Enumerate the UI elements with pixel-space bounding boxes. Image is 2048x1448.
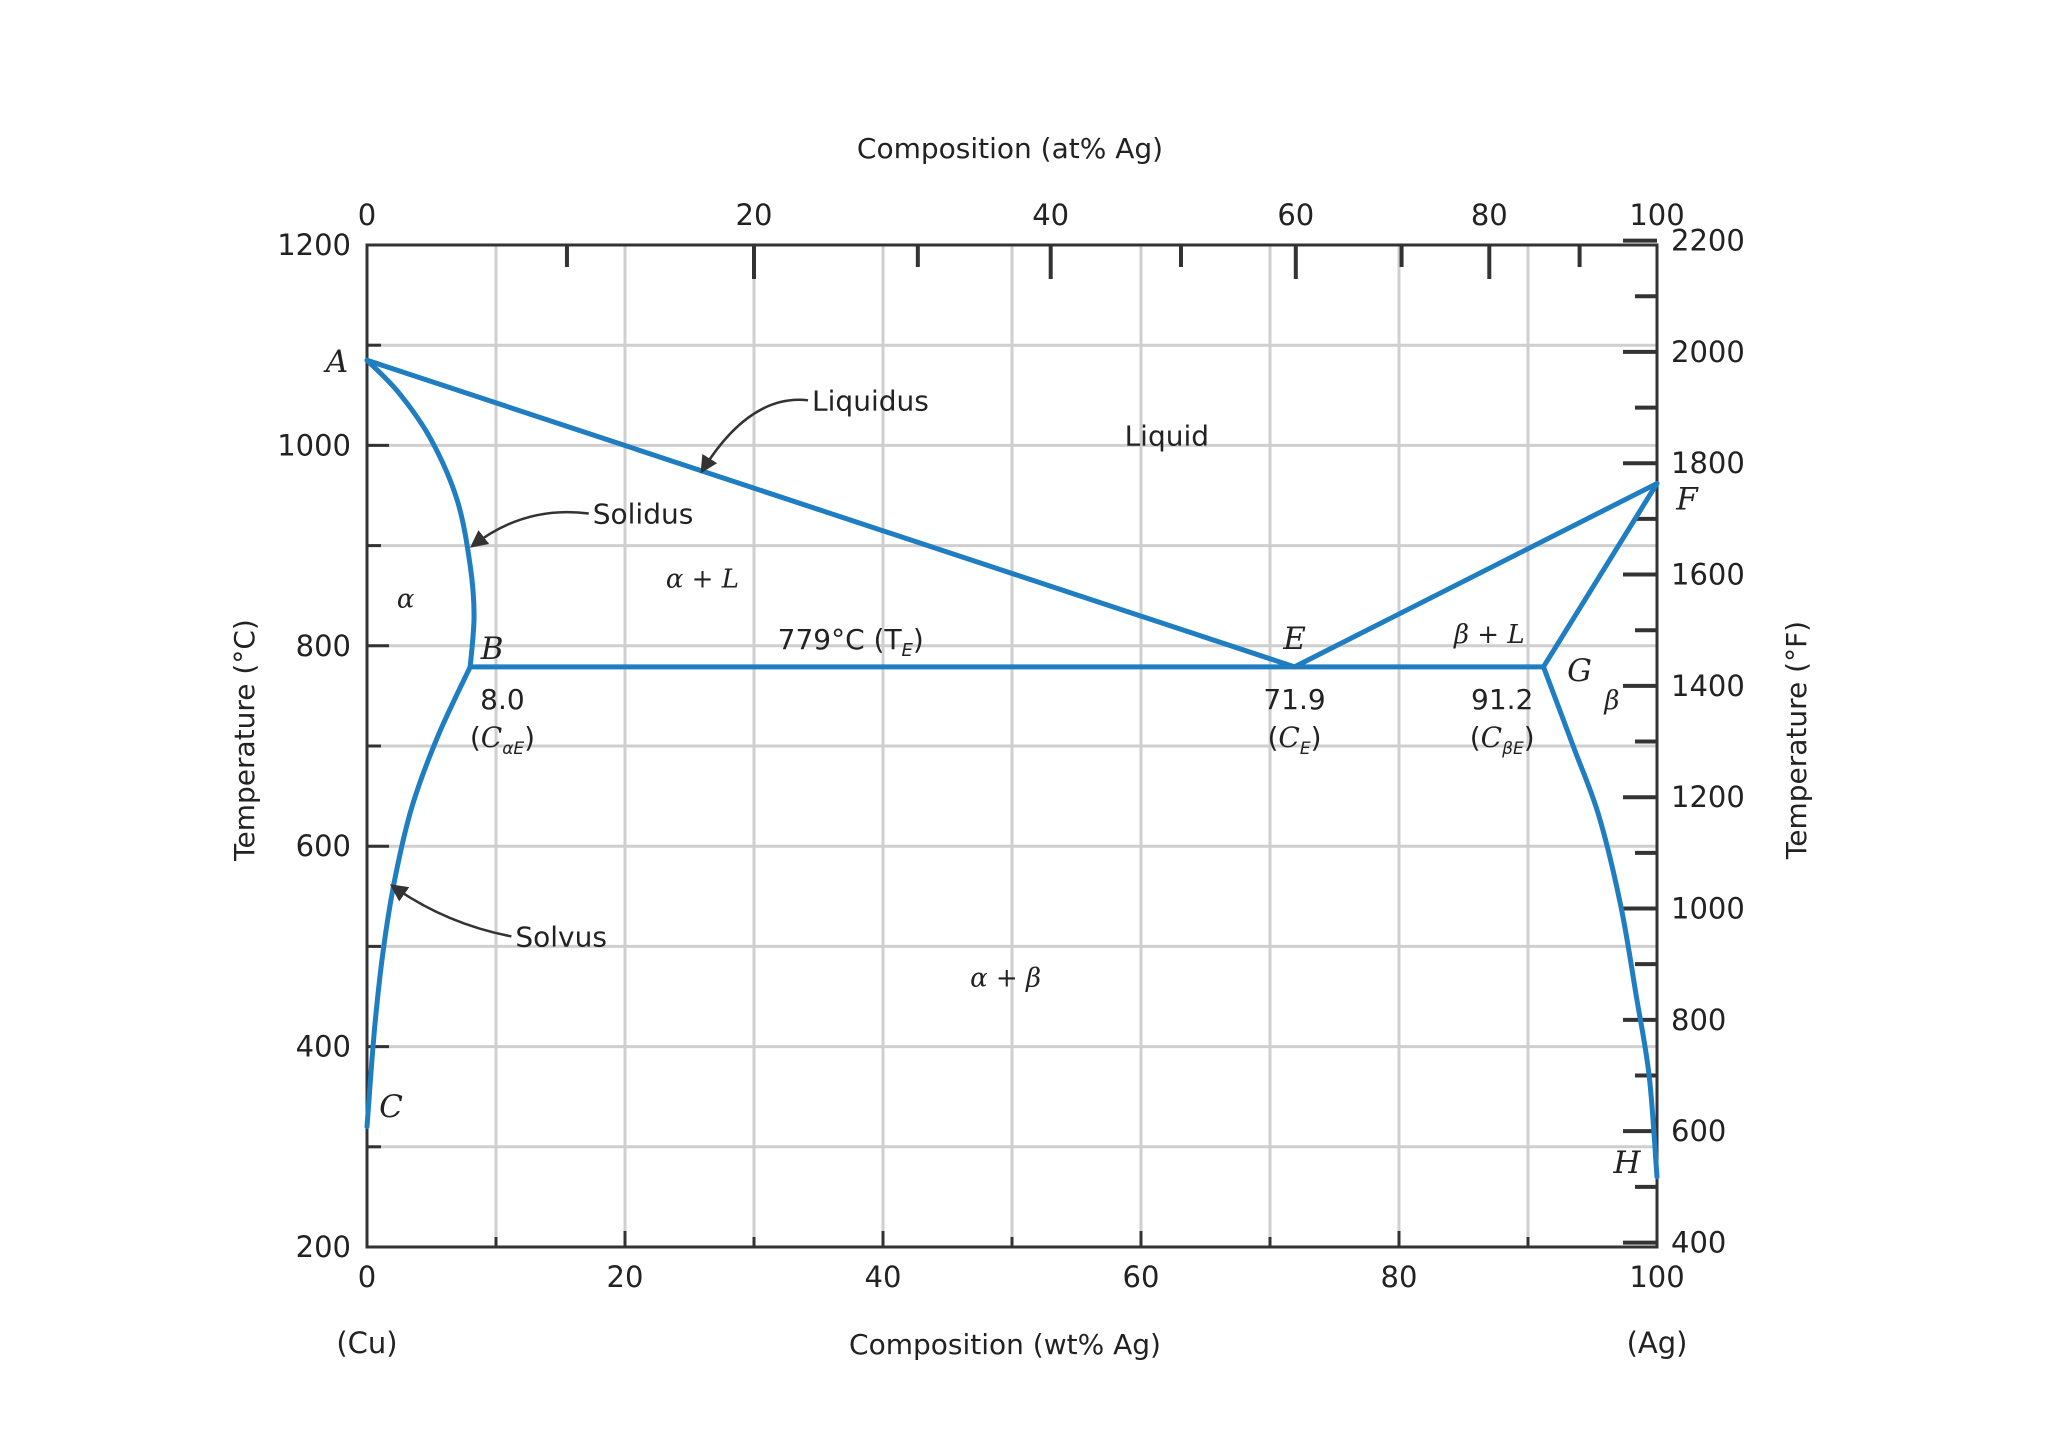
x-bottom-tick-label: 20 [607,1260,644,1294]
chart-labels: A B C E F G H Liquid α α + L β + L β α + β 779°C (TE)… [323,344,1699,1181]
y-right-tick-label: 600 [1671,1114,1726,1148]
y-left-tick-label: 200 [296,1230,351,1264]
x-left-end-label: (Cu) [336,1326,397,1360]
annotation-solvus: Solvus [515,920,607,953]
annotation-liquidus: Liquidus [812,384,929,417]
composition-symbol: (CβE) [1470,721,1535,759]
composition-value: 8.0 [480,683,525,716]
phase-boundary-curve [364,357,477,670]
x-bottom-tick-label: 60 [1123,1260,1160,1294]
composition-value: 71.9 [1263,683,1325,716]
point-label-h: H [1612,1145,1641,1181]
composition-symbol: (CE) [1267,721,1321,759]
point-label-g: G [1567,653,1592,689]
y-left-tick-label: 1200 [277,228,351,262]
y-right-tick-label: 2200 [1671,224,1745,258]
y-left-tick-label: 400 [296,1030,351,1064]
y-right-tick-label: 1000 [1671,892,1745,926]
point-label-b: B [480,631,504,667]
region-label: β + L [1453,620,1525,650]
y-right-tick-label: 800 [1671,1003,1726,1037]
region-label: α + β [970,963,1041,993]
y-left-axis-title: Temperature (°C) [228,619,261,862]
x-top-tick-label: 80 [1471,198,1508,232]
annotation-arrow [700,398,809,474]
y-right-tick-label: 1400 [1671,669,1745,703]
region-label: α + L [666,565,739,595]
phase-boundaries [364,357,1660,1180]
x-bottom-tick-label: 0 [358,1260,376,1294]
x-top-tick-label: 40 [1032,198,1069,232]
y-right-tick-label: 1600 [1671,558,1745,592]
annotation-arrow [389,884,512,938]
y-right-tick-label: 1800 [1671,446,1745,480]
phase-boundary-curve [1292,480,1660,670]
point-label-f: F [1675,481,1699,517]
y-left-tick-label: 600 [296,829,351,863]
eutectic-temperature-label: 779°C (TE) [778,623,924,661]
region-label: Liquid [1125,419,1209,452]
x-bottom-tick-label: 40 [865,1260,902,1294]
x-top-axis-title: Composition (at% Ag) [857,132,1163,165]
phase-boundary-curve [1540,480,1660,670]
x-top-tick-label: 60 [1277,198,1314,232]
point-label-e: E [1282,621,1306,657]
x-right-end-label: (Ag) [1627,1326,1688,1360]
region-label: β [1603,686,1619,716]
annotation-solidus: Solidus [593,498,694,531]
point-label-a: A [323,344,348,380]
region-label: α [397,585,415,615]
x-bottom-tick-label: 80 [1381,1260,1418,1294]
y-right-axis-title: Temperature (°F) [1780,621,1813,860]
composition-value: 91.2 [1471,683,1533,716]
phase-boundary-curve [364,664,473,1130]
y-left-tick-label: 800 [296,629,351,663]
phase-boundary-curve [1540,664,1660,1180]
y-right-tick-label: 1200 [1671,780,1745,814]
x-top-tick-label: 20 [736,198,773,232]
y-left-tick-label: 1000 [277,428,351,462]
y-right-tick-label: 2000 [1671,335,1745,369]
x-bottom-axis-title: Composition (wt% Ag) [849,1328,1161,1361]
x-top-tick-label: 0 [358,198,376,232]
x-top-tick-label: 100 [1629,198,1684,232]
x-bottom-tick-label: 100 [1629,1260,1684,1294]
point-label-c: C [379,1089,403,1125]
annotation-arrow [470,510,589,548]
phase-boundary-curve [364,357,1298,670]
grid [367,245,1657,1247]
y-right-tick-label: 400 [1671,1226,1726,1260]
composition-symbol: (CαE) [470,721,535,759]
